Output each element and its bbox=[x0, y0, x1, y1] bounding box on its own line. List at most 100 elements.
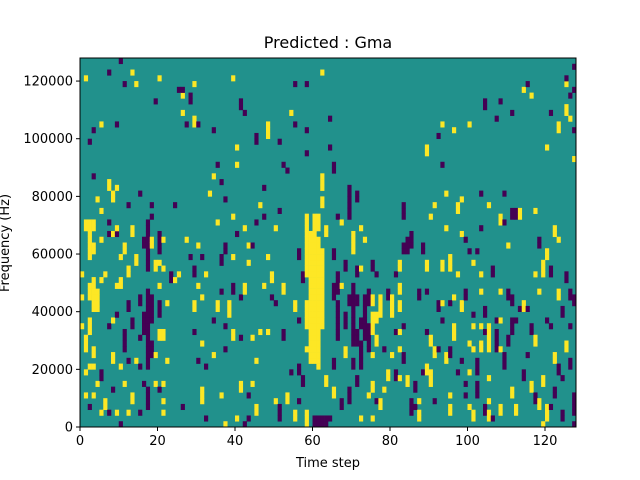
heatmap-cell bbox=[355, 380, 360, 387]
heatmap-cell bbox=[308, 357, 313, 364]
heatmap-cell bbox=[107, 219, 112, 226]
heatmap-cell bbox=[304, 219, 309, 226]
heatmap-cell bbox=[568, 323, 573, 330]
heatmap-cell bbox=[269, 294, 275, 301]
heatmap-cell bbox=[308, 328, 313, 336]
heatmap-cell bbox=[382, 386, 387, 393]
heatmap-cell bbox=[521, 369, 526, 376]
heatmap-cell bbox=[180, 403, 185, 411]
heatmap-cell bbox=[87, 317, 92, 324]
heatmap-cell bbox=[312, 236, 317, 243]
heatmap-cell bbox=[335, 213, 340, 220]
heatmap-cell bbox=[479, 225, 484, 232]
heatmap-cell bbox=[552, 357, 557, 364]
heatmap-cell bbox=[417, 288, 422, 295]
heatmap-cell bbox=[521, 86, 526, 93]
heatmap-cell bbox=[347, 386, 352, 393]
heatmap-cell bbox=[277, 415, 282, 422]
heatmap-cell bbox=[293, 81, 298, 88]
heatmap-cell bbox=[103, 398, 108, 405]
heatmap-cell bbox=[351, 311, 356, 318]
heatmap-cell bbox=[192, 121, 197, 128]
heatmap-cell bbox=[421, 242, 426, 249]
heatmap-cell bbox=[316, 265, 321, 272]
heatmap-cell bbox=[331, 167, 337, 174]
heatmap-cell bbox=[91, 225, 96, 232]
heatmap-cell bbox=[397, 375, 402, 382]
heatmap-cell bbox=[145, 398, 151, 405]
heatmap-cell bbox=[359, 317, 364, 324]
heatmap-cell bbox=[122, 340, 127, 347]
heatmap-cell bbox=[517, 213, 523, 220]
x-tick-label: 20 bbox=[149, 434, 166, 449]
heatmap-cell bbox=[459, 357, 464, 364]
heatmap-cell bbox=[142, 317, 147, 324]
heatmap-cell bbox=[366, 346, 371, 353]
heatmap-cell bbox=[200, 392, 205, 399]
heatmap-cell bbox=[498, 409, 503, 416]
heatmap-cell bbox=[192, 265, 197, 272]
heatmap-cell bbox=[490, 415, 495, 422]
heatmap-cell bbox=[452, 127, 457, 134]
heatmap-cell bbox=[238, 380, 244, 387]
heatmap-cell bbox=[541, 265, 546, 272]
heatmap-cell bbox=[215, 300, 220, 307]
heatmap-cell bbox=[440, 300, 445, 307]
heatmap-cell bbox=[560, 409, 565, 416]
heatmap-cell bbox=[145, 225, 151, 232]
heatmap-cell bbox=[145, 328, 151, 336]
heatmap-cell bbox=[405, 236, 410, 243]
heatmap-cell bbox=[541, 375, 546, 382]
heatmap-cell bbox=[355, 271, 360, 278]
heatmap-cell bbox=[393, 369, 399, 376]
heatmap-cell bbox=[556, 236, 561, 243]
heatmap-cell bbox=[506, 242, 511, 249]
heatmap-cell bbox=[432, 398, 437, 405]
heatmap-cell bbox=[83, 225, 89, 232]
heatmap-cell bbox=[347, 300, 352, 307]
heatmap-cell bbox=[440, 259, 445, 266]
heatmap-cell bbox=[157, 236, 162, 243]
heatmap-cell bbox=[231, 288, 236, 295]
heatmap-cell bbox=[149, 294, 154, 301]
heatmap-cell bbox=[83, 75, 89, 82]
heatmap-cell bbox=[401, 202, 406, 209]
heatmap-cell bbox=[320, 421, 325, 428]
heatmap-cell bbox=[494, 334, 499, 341]
heatmap-cell bbox=[238, 98, 244, 105]
heatmap-cell bbox=[211, 352, 216, 359]
heatmap-cell bbox=[366, 323, 371, 330]
heatmap-cell bbox=[254, 219, 259, 226]
heatmap-cell bbox=[304, 323, 309, 330]
heatmap-cell bbox=[285, 392, 290, 399]
heatmap-cell bbox=[316, 340, 321, 347]
heatmap-cell bbox=[91, 352, 96, 359]
heatmap-cell bbox=[390, 311, 395, 318]
heatmap-cell bbox=[405, 242, 410, 249]
heatmap-cell bbox=[285, 167, 290, 174]
heatmap-cell bbox=[87, 328, 92, 336]
heatmap-cell bbox=[362, 236, 368, 243]
heatmap-cell bbox=[122, 380, 127, 387]
heatmap-cell bbox=[277, 409, 282, 416]
heatmap-cell bbox=[448, 352, 453, 359]
heatmap-cell bbox=[118, 282, 123, 289]
heatmap-cell bbox=[83, 346, 89, 353]
heatmap-cell bbox=[107, 69, 112, 76]
heatmap-cell bbox=[312, 225, 317, 232]
heatmap-cell bbox=[463, 236, 468, 243]
heatmap-cell bbox=[87, 236, 92, 243]
heatmap-cell bbox=[320, 184, 325, 191]
heatmap-cell bbox=[312, 357, 317, 364]
x-tick-label: 0 bbox=[76, 434, 84, 449]
heatmap-cell bbox=[475, 363, 480, 370]
heatmap-cell bbox=[308, 352, 313, 359]
heatmap-cell bbox=[343, 352, 348, 359]
heatmap-cell bbox=[564, 75, 569, 82]
heatmap-cell bbox=[486, 398, 492, 405]
heatmap-cell bbox=[312, 294, 317, 301]
heatmap-cell bbox=[114, 184, 120, 191]
heatmap-cell bbox=[521, 305, 526, 312]
heatmap-cell bbox=[149, 213, 154, 220]
heatmap-cell bbox=[250, 334, 255, 341]
